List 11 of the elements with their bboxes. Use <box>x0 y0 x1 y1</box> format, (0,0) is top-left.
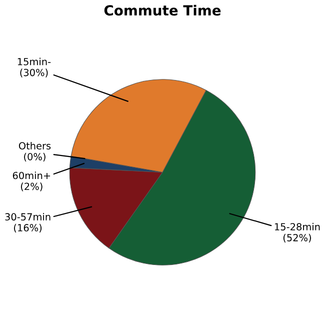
slice-label: 15-28min <box>274 222 320 230</box>
data-label: (30%) <box>20 68 48 78</box>
slice-label: 30-57min <box>5 212 50 221</box>
text: (0%) <box>24 152 46 162</box>
data-label: (2%) <box>20 182 42 192</box>
category-label: Others <box>18 142 51 150</box>
slice-label: 60min+ <box>12 172 50 180</box>
slice-label: 15min- <box>18 58 51 66</box>
chart-title: Commute Time <box>104 4 221 16</box>
data-label: (16%) <box>14 224 42 233</box>
data-label: (52%) <box>283 234 311 242</box>
